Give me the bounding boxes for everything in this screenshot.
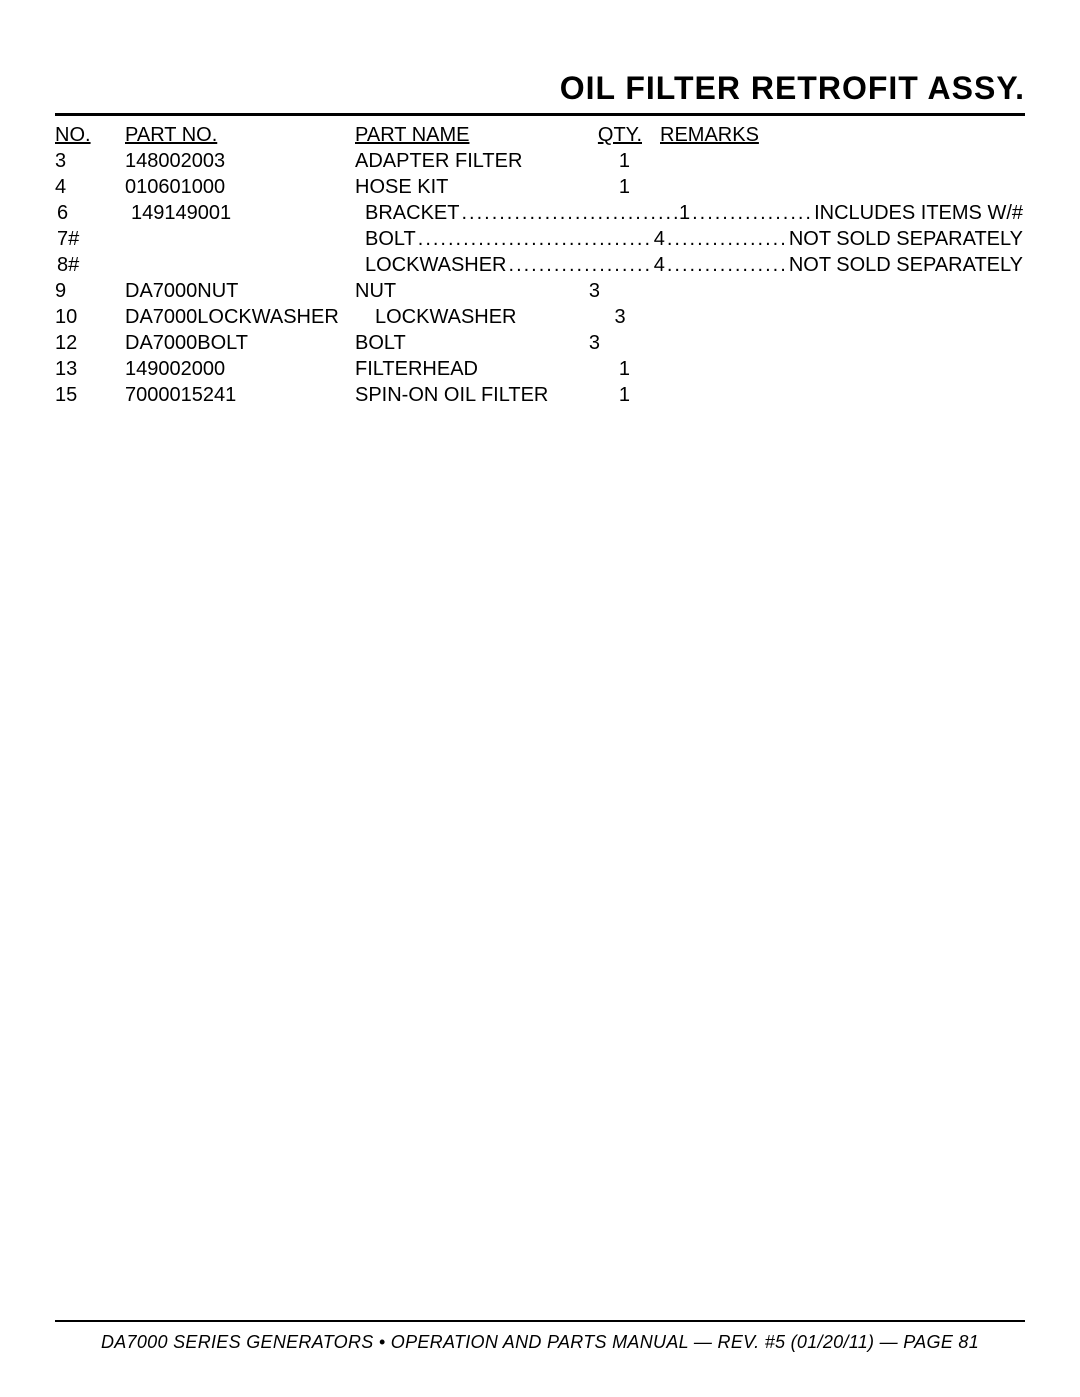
cell-name: SPIN-ON OIL FILTER bbox=[355, 382, 580, 408]
cell-remarks bbox=[660, 330, 1025, 356]
table-row: 15 7000015241 SPIN-ON OIL FILTER 1 bbox=[55, 382, 1025, 408]
cell-qty: 1 bbox=[580, 356, 660, 382]
table-row: 13 149002000 FILTERHEAD 1 bbox=[55, 356, 1025, 382]
table-row: 7# BOLT 4 NOT SOLD SEPARATELY bbox=[55, 226, 1025, 252]
table-row: 8# LOCKWASHER 4 NOT SOLD SEPARATELY bbox=[55, 252, 1025, 278]
col-qty: QTY. bbox=[580, 122, 660, 148]
cell-no: 9 bbox=[55, 278, 125, 304]
cell-no: 4 bbox=[55, 174, 125, 200]
cell-qty: 3 bbox=[580, 278, 660, 304]
cell-partno: DA7000BOLT bbox=[125, 330, 355, 356]
cell-name: ADAPTER FILTER bbox=[355, 148, 580, 174]
col-no: NO. bbox=[55, 122, 125, 148]
cell-remarks bbox=[660, 304, 1025, 330]
cell-no: 7# bbox=[55, 226, 129, 252]
col-remarks: REMARKS bbox=[660, 122, 1025, 148]
cell-no: 8# bbox=[55, 252, 129, 278]
cell-partno: 010601000 bbox=[125, 174, 355, 200]
cell-remarks: INCLUDES ITEMS W/# bbox=[812, 200, 1025, 226]
table-row: 6 149149001 BRACKET 1 INCLUDES ITEMS W/# bbox=[55, 200, 1025, 226]
cell-qty: 1 bbox=[580, 382, 660, 408]
table-row: 3 148002003 ADAPTER FILTER 1 bbox=[55, 148, 1025, 174]
table-row: 12 DA7000BOLT BOLT 3 bbox=[55, 330, 1025, 356]
cell-qty: 1 bbox=[677, 200, 692, 226]
cell-name: LOCKWASHER bbox=[355, 304, 580, 330]
cell-partno: 7000015241 bbox=[125, 382, 355, 408]
table-row: 10 DA7000LOCKWASHER LOCKWASHER 3 bbox=[55, 304, 1025, 330]
dot-leader bbox=[667, 252, 787, 278]
cell-name: FILTERHEAD bbox=[355, 356, 580, 382]
cell-name: BOLT bbox=[363, 226, 418, 252]
cell-name: NUT bbox=[355, 278, 580, 304]
dot-leader bbox=[692, 200, 812, 226]
cell-name: HOSE KIT bbox=[355, 174, 580, 200]
cell-partno: 148002003 bbox=[125, 148, 355, 174]
col-partname: PART NAME bbox=[355, 122, 580, 148]
cell-no: 15 bbox=[55, 382, 125, 408]
cell-remarks bbox=[660, 278, 1025, 304]
cell-no: 10 bbox=[55, 304, 125, 330]
page-title: OIL FILTER RETROFIT ASSY. bbox=[55, 70, 1025, 107]
table-row: 4 010601000 HOSE KIT 1 bbox=[55, 174, 1025, 200]
dot-leader bbox=[461, 200, 676, 226]
cell-partno: 149149001 bbox=[129, 200, 363, 226]
cell-partno: DA7000NUT bbox=[125, 278, 355, 304]
cell-no: 3 bbox=[55, 148, 125, 174]
page: OIL FILTER RETROFIT ASSY. NO. PART NO. P… bbox=[0, 0, 1080, 1397]
cell-partno: 149002000 bbox=[125, 356, 355, 382]
dot-leader bbox=[667, 226, 787, 252]
cell-remarks: NOT SOLD SEPARATELY bbox=[787, 226, 1025, 252]
table-row: 9 DA7000NUT NUT 3 bbox=[55, 278, 1025, 304]
cell-remarks bbox=[660, 174, 1025, 200]
cell-qty: 1 bbox=[580, 148, 660, 174]
footer-rule bbox=[55, 1320, 1025, 1322]
cell-qty: 1 bbox=[580, 174, 660, 200]
cell-name: BRACKET bbox=[363, 200, 461, 226]
title-rule bbox=[55, 113, 1025, 116]
cell-no: 12 bbox=[55, 330, 125, 356]
cell-name: LOCKWASHER bbox=[363, 252, 509, 278]
cell-no: 6 bbox=[55, 200, 129, 226]
parts-table: NO. PART NO. PART NAME QTY. REMARKS 3 14… bbox=[55, 122, 1025, 408]
dot-leader bbox=[509, 252, 652, 278]
cell-remarks bbox=[660, 356, 1025, 382]
dot-leader bbox=[418, 226, 652, 252]
cell-qty: 4 bbox=[652, 252, 667, 278]
cell-qty: 3 bbox=[580, 330, 660, 356]
cell-remarks bbox=[660, 148, 1025, 174]
cell-partno: DA7000LOCKWASHER bbox=[125, 304, 355, 330]
footer-text: DA7000 SERIES GENERATORS • OPERATION AND… bbox=[0, 1332, 1080, 1353]
cell-remarks bbox=[660, 382, 1025, 408]
col-partno: PART NO. bbox=[125, 122, 355, 148]
cell-no: 13 bbox=[55, 356, 125, 382]
cell-name: BOLT bbox=[355, 330, 580, 356]
cell-remarks: NOT SOLD SEPARATELY bbox=[787, 252, 1025, 278]
cell-qty: 3 bbox=[580, 304, 660, 330]
cell-qty: 4 bbox=[652, 226, 667, 252]
table-header-row: NO. PART NO. PART NAME QTY. REMARKS bbox=[55, 122, 1025, 148]
